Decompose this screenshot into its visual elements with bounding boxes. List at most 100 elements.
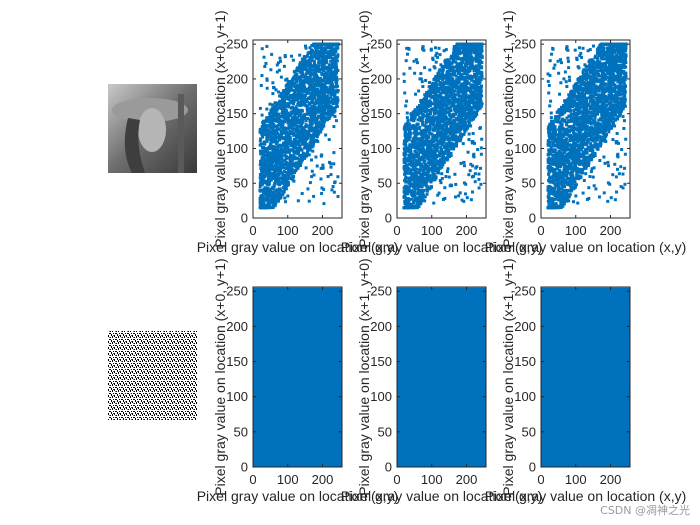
scatter-point [326, 66, 330, 70]
scatter-point [297, 66, 301, 70]
scatter-point [403, 202, 407, 206]
scatter-point [433, 134, 437, 138]
scatter-point [292, 137, 296, 141]
scatter-point [465, 79, 469, 83]
scatter-point [438, 154, 442, 158]
scatter-point [322, 58, 326, 62]
scatter-point [314, 102, 318, 106]
scatter-point [448, 67, 452, 71]
scatter-point [479, 100, 483, 104]
scatter-point [291, 175, 295, 179]
scatter-point [463, 110, 467, 114]
scatter-point [281, 172, 285, 176]
scatter-point [287, 174, 291, 178]
scatter-point [449, 84, 453, 88]
scatter-point [408, 149, 412, 153]
scatter-point [280, 189, 284, 193]
scatter-point [279, 75, 283, 79]
scatter-point [268, 142, 272, 146]
scatter-point [439, 63, 443, 67]
scatter-point [465, 82, 469, 86]
scatter-point [443, 59, 447, 63]
scatter-point [434, 144, 438, 148]
scatter-point [311, 88, 315, 92]
scatter-point [290, 116, 294, 120]
scatter-point [419, 137, 423, 141]
scatter-point [452, 54, 456, 58]
scatter-point [310, 95, 314, 99]
scatter-point [417, 181, 421, 185]
scatter-point [324, 133, 328, 137]
scatter-point [467, 132, 471, 136]
scatter-point [459, 94, 463, 98]
scatter-point [420, 147, 424, 151]
scatter-point [288, 126, 292, 130]
scatter-point [265, 116, 269, 120]
scatter-point [448, 87, 452, 91]
scatter-point [421, 156, 425, 160]
scatter-point [455, 79, 459, 83]
scatter-point [432, 109, 436, 113]
scatter-point [415, 113, 419, 117]
scatter-point [262, 55, 266, 59]
scatter-point [448, 98, 452, 102]
scatter-point [432, 201, 436, 205]
scatter-point [274, 194, 278, 198]
scatter-point [277, 90, 281, 94]
scatter-point [311, 149, 315, 153]
scatter-point [306, 149, 310, 153]
scatter-point [440, 162, 444, 166]
scatter-point [327, 117, 331, 121]
scatter-point [403, 154, 407, 158]
scatter-point [329, 100, 333, 104]
scatter-point [319, 127, 323, 131]
scatter-point [274, 159, 278, 163]
scatter-point [317, 70, 321, 74]
scatter-point [258, 149, 262, 153]
scatter-point [331, 102, 335, 106]
scatter-point [474, 78, 478, 82]
scatter-point [282, 144, 286, 148]
scatter-point [435, 153, 439, 157]
scatter-point [404, 180, 408, 184]
scatter-point [314, 123, 318, 127]
scatter-point [444, 97, 448, 101]
scatter-point [291, 101, 295, 105]
scatter-point [264, 204, 268, 208]
scatter-point [479, 74, 483, 78]
scatter-point [301, 97, 305, 101]
scatter-point [443, 117, 447, 121]
scatter-point [477, 98, 481, 102]
scatter-point [272, 149, 276, 153]
scatter-point [467, 66, 471, 70]
scatter-point [457, 194, 461, 198]
scatter-point [468, 74, 472, 78]
scatter-point [284, 186, 288, 190]
scatter-point [263, 186, 267, 190]
scatter-point [445, 92, 449, 96]
scatter-point [335, 90, 339, 94]
scatter-point [470, 78, 474, 82]
original-image [108, 84, 197, 173]
scatter-point [302, 113, 306, 117]
scatter-point [297, 147, 301, 151]
scatter-point [402, 79, 406, 83]
scatter-point [310, 175, 314, 179]
scatter-point [312, 194, 316, 198]
scatter-point [276, 144, 280, 148]
scatter-point [463, 130, 467, 134]
scatter-point [296, 134, 300, 138]
scatter-point [291, 79, 295, 83]
scatter-point [271, 107, 275, 111]
scatter-point [302, 79, 306, 83]
scatter-point [466, 150, 470, 154]
scatter-point [312, 118, 316, 122]
scatter-point [275, 70, 279, 74]
scatter-point [283, 102, 287, 106]
scatter-point [438, 73, 442, 77]
scatter-point [308, 57, 312, 61]
scatter-point [314, 77, 318, 81]
scatter-point [477, 82, 481, 86]
scatter-point [475, 99, 479, 103]
scatter-point [333, 96, 337, 100]
